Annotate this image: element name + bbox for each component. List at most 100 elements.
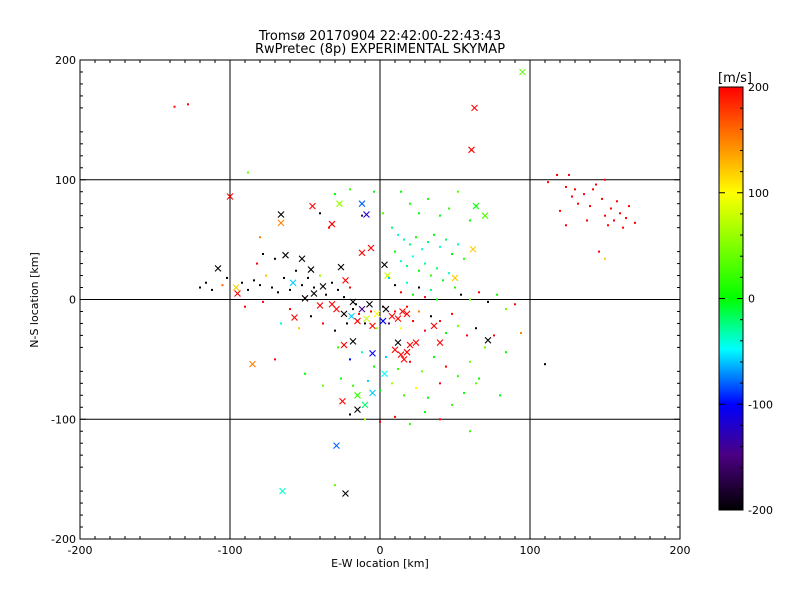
x-marker-stroke — [391, 346, 399, 354]
dot-marker — [328, 226, 330, 229]
dot-marker — [400, 260, 402, 263]
dot-marker — [340, 377, 342, 380]
x-marker — [400, 355, 408, 363]
x-marker — [403, 310, 411, 318]
dot-marker — [400, 190, 402, 193]
dot-marker — [457, 375, 459, 378]
x-marker-stroke — [301, 294, 309, 302]
x-marker-stroke — [399, 308, 406, 315]
dot-marker — [433, 233, 435, 236]
x-marker-stroke — [328, 300, 336, 308]
dot-marker — [307, 276, 309, 279]
colorbar-tick-label: 100 — [748, 187, 769, 200]
dot-marker — [604, 178, 606, 181]
dot-marker — [361, 351, 363, 354]
x-axis-label: E-W location [km] — [331, 557, 429, 570]
x-marker-stroke — [277, 211, 285, 218]
dot-marker — [568, 173, 570, 176]
x-marker-stroke — [481, 212, 489, 220]
x-marker — [234, 290, 241, 297]
dot-marker — [274, 358, 276, 361]
x-tick-label: -100 — [218, 544, 243, 557]
dot-marker — [397, 233, 399, 236]
x-marker — [354, 406, 361, 414]
dot-marker — [445, 238, 447, 241]
x-marker-stroke — [367, 244, 375, 252]
x-marker-stroke — [319, 282, 327, 290]
x-marker-stroke — [354, 391, 361, 399]
x-marker — [394, 339, 402, 346]
dot-marker — [424, 329, 426, 332]
dot-marker — [595, 183, 597, 186]
dot-marker — [436, 298, 438, 301]
dot-marker — [241, 281, 243, 284]
x-marker-stroke — [519, 68, 526, 76]
x-marker — [354, 391, 361, 399]
x-marker — [249, 360, 256, 368]
chart-subtitle: RwPretec (8p) EXPERIMENTAL SKYMAP — [255, 42, 505, 57]
colorbar-ticks: 200 100 0 -100 -200 — [719, 81, 773, 517]
dot-marker — [349, 358, 351, 361]
y-tick-label: 100 — [55, 174, 76, 187]
dot-marker — [625, 217, 627, 220]
x-marker-stroke — [403, 310, 411, 318]
x-marker — [358, 249, 366, 257]
dot-marker — [607, 224, 609, 227]
x-marker-stroke — [282, 251, 289, 259]
dot-marker — [262, 252, 264, 255]
plot-area — [79, 59, 681, 540]
x-marker-stroke — [394, 339, 402, 346]
dot-marker — [403, 238, 405, 241]
x-marker-stroke — [469, 245, 477, 253]
x-marker — [381, 370, 388, 378]
dot-marker — [424, 262, 426, 265]
dot-marker — [583, 193, 585, 196]
x-marker — [471, 104, 478, 112]
dot-marker — [331, 281, 333, 284]
grid-lines — [80, 60, 680, 539]
dot-marker — [394, 250, 396, 253]
x-marker — [484, 336, 492, 344]
dot-marker — [274, 257, 276, 260]
dot-marker — [457, 190, 459, 193]
dot-marker — [394, 284, 396, 287]
dot-marker — [418, 269, 420, 272]
x-marker — [358, 200, 366, 208]
dot-marker — [499, 394, 501, 397]
dot-marker — [604, 214, 606, 217]
x-marker — [469, 245, 477, 253]
x-marker-stroke — [412, 339, 420, 346]
dot-marker — [478, 377, 480, 380]
dot-marker — [409, 243, 411, 246]
colorbar: [m/s] 200 100 0 -100 -200 — [718, 71, 773, 517]
dot-marker — [409, 202, 411, 205]
dot-marker — [634, 221, 636, 224]
x-marker-stroke — [403, 348, 411, 356]
x-marker-stroke — [316, 302, 324, 309]
x-marker-stroke — [348, 312, 355, 320]
dot-marker — [586, 219, 588, 222]
dot-marker — [271, 286, 273, 289]
dot-marker — [367, 379, 369, 382]
x-marker — [282, 251, 289, 259]
x-marker-stroke — [471, 104, 478, 112]
tick-labels: -200 -100 0 100 200 -200 -100 0 100 200 — [51, 54, 690, 557]
dot-marker — [466, 334, 468, 337]
x-marker-stroke — [310, 290, 318, 297]
dot-marker — [439, 245, 441, 248]
x-marker-stroke — [291, 314, 298, 321]
dot-marker — [373, 365, 375, 368]
dot-marker — [439, 382, 441, 385]
x-marker — [316, 302, 324, 309]
dot-marker — [487, 300, 489, 303]
dot-marker — [349, 286, 351, 289]
x-marker-stroke — [484, 336, 492, 344]
x-marker-stroke — [307, 266, 315, 273]
x-marker-stroke — [358, 305, 366, 313]
x-marker-stroke — [214, 264, 222, 272]
dot-marker — [439, 320, 441, 323]
dot-marker — [427, 197, 429, 200]
x-marker — [373, 310, 381, 318]
dot-marker — [547, 181, 549, 184]
x-marker — [381, 261, 388, 269]
